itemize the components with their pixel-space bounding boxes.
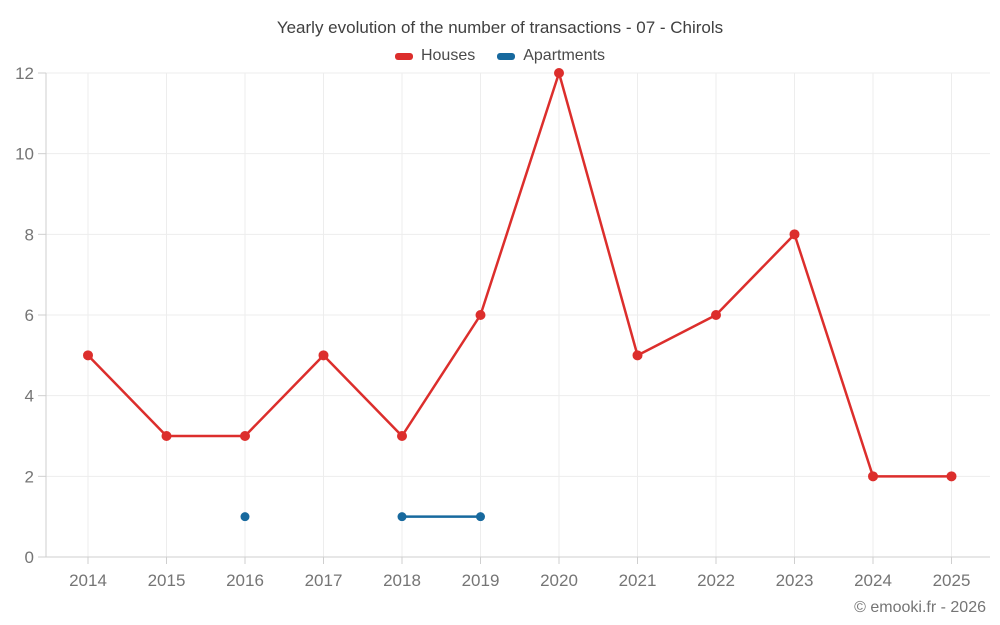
data-point-houses[interactable] <box>240 431 250 441</box>
data-point-houses[interactable] <box>554 68 564 78</box>
x-axis-tick-label: 2024 <box>854 571 892 590</box>
chart-legend: Houses Apartments <box>0 47 1000 65</box>
x-axis-tick-label: 2015 <box>148 571 186 590</box>
data-point-houses[interactable] <box>161 431 172 441</box>
data-point-apartments[interactable] <box>476 512 485 522</box>
x-axis-tick-label: 2019 <box>462 571 500 590</box>
y-axis-tick-label: 0 <box>25 548 34 567</box>
data-point-apartments[interactable] <box>397 512 407 522</box>
houses-swatch-icon <box>394 52 413 60</box>
apartments-swatch-icon <box>497 52 516 60</box>
legend-label-houses: Houses <box>420 47 476 64</box>
y-axis-tick-label: 12 <box>15 64 34 83</box>
data-point-houses[interactable] <box>83 350 93 361</box>
chart-title: Yearly evolution of the number of transa… <box>276 18 724 37</box>
y-axis-tick-label: 6 <box>25 306 34 325</box>
y-axis-tick-label: 2 <box>25 467 34 486</box>
x-axis-tick-label: 2017 <box>305 571 343 590</box>
footer-credit: © emooki.fr - 2026 <box>854 599 986 616</box>
x-axis-tick-label: 2021 <box>619 571 657 590</box>
y-axis-tick-label: 8 <box>25 225 34 244</box>
y-axis-tick-label: 10 <box>15 145 34 164</box>
legend-item-houses[interactable]: Houses <box>394 47 476 65</box>
y-axis-tick-label: 4 <box>25 387 34 406</box>
data-point-houses[interactable] <box>475 310 486 320</box>
x-axis-tick-label: 2025 <box>933 571 971 590</box>
x-axis-tick-label: 2018 <box>383 571 421 590</box>
data-point-apartments[interactable] <box>240 512 250 522</box>
legend-label-apartments: Apartments <box>523 47 606 64</box>
data-point-houses[interactable] <box>946 471 957 482</box>
data-point-houses[interactable] <box>868 471 878 482</box>
data-point-houses[interactable] <box>632 350 643 361</box>
x-axis-tick-label: 2023 <box>776 571 814 590</box>
data-point-houses[interactable] <box>789 229 800 240</box>
data-point-houses[interactable] <box>318 350 329 361</box>
x-axis-tick-label: 2016 <box>226 571 264 590</box>
x-axis-tick-label: 2014 <box>69 571 107 590</box>
data-point-houses[interactable] <box>711 310 721 320</box>
legend-item-apartments[interactable]: Apartments <box>497 47 605 65</box>
data-point-houses[interactable] <box>397 431 407 441</box>
x-axis-tick-label: 2020 <box>540 571 578 590</box>
series-line-houses <box>86 71 953 478</box>
x-axis-tick-label: 2022 <box>697 571 735 590</box>
